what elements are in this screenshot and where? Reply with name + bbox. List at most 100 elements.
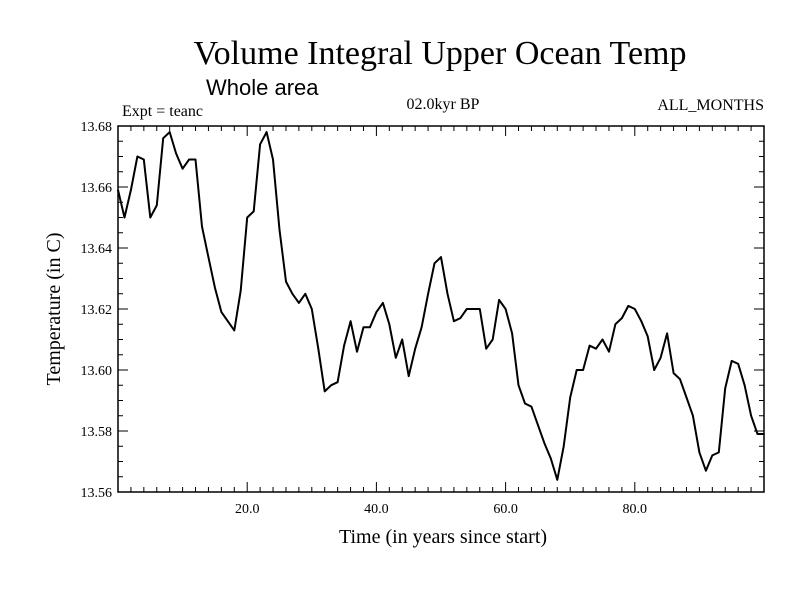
y-tick-label: 13.56: [81, 486, 113, 501]
data-point: [330, 384, 332, 387]
data-point: [278, 228, 281, 231]
data-point: [634, 308, 636, 310]
data-points: [117, 131, 765, 481]
data-point: [130, 189, 132, 191]
data-point: [453, 320, 455, 323]
data-point: [459, 317, 462, 319]
data-point: [220, 311, 223, 313]
y-tick-label: 13.58: [81, 425, 113, 440]
data-point: [362, 326, 365, 329]
data-point: [737, 363, 739, 365]
data-point: [285, 280, 287, 283]
data-point: [517, 384, 520, 387]
data-point: [239, 289, 242, 292]
data-point: [685, 396, 688, 399]
data-point: [750, 414, 752, 417]
data-point: [336, 381, 339, 384]
data-point: [388, 323, 391, 326]
data-point: [569, 396, 571, 399]
data-point: [692, 414, 694, 417]
data-point: [265, 131, 268, 133]
data-point: [666, 332, 668, 335]
data-point: [181, 167, 184, 170]
plot-frame: [117, 125, 765, 493]
y-tick-label: 13.60: [81, 364, 113, 379]
period-label: 02.0kyr BP: [407, 96, 480, 113]
chart-subtitle: Whole area: [206, 75, 319, 100]
y-axis: 13.56 13.58 13.60 13.62 13.64 13.66 13.68: [81, 120, 764, 501]
data-point: [588, 344, 591, 347]
data-point: [168, 131, 171, 133]
y-axis-label: Temperature (in C): [43, 233, 65, 386]
data-point: [608, 350, 610, 353]
data-point: [304, 292, 307, 295]
x-axis-label: Time (in years since start): [339, 526, 547, 548]
data-point: [530, 405, 533, 408]
data-point: [440, 256, 442, 258]
data-point: [698, 451, 701, 454]
data-point: [705, 469, 707, 472]
data-point: [582, 369, 584, 371]
x-tick-label: 20.0: [235, 502, 260, 517]
experiment-label: Expt = teanc: [122, 103, 203, 120]
data-point: [491, 338, 494, 341]
data-point: [317, 347, 320, 350]
data-point: [614, 323, 617, 326]
data-point: [407, 375, 410, 377]
data-point: [201, 225, 203, 228]
x-tick-label: 80.0: [623, 502, 648, 517]
months-label: ALL_MONTHS: [657, 97, 764, 114]
data-point: [472, 308, 475, 310]
data-point: [478, 308, 481, 310]
data-point: [382, 302, 384, 304]
data-point: [504, 308, 507, 310]
data-point: [356, 350, 358, 353]
data-point: [466, 308, 468, 310]
data-point: [562, 445, 565, 448]
data-point: [659, 357, 662, 359]
data-point: [627, 305, 630, 307]
data-point: [311, 308, 313, 310]
data-point: [743, 384, 746, 387]
data-point: [194, 158, 197, 161]
data-point: [233, 329, 236, 332]
data-point: [433, 262, 436, 265]
data-point: [214, 286, 216, 289]
data-point: [730, 360, 733, 362]
data-point: [485, 347, 488, 350]
data-point: [717, 451, 720, 454]
data-point: [369, 326, 371, 329]
data-point: [227, 320, 229, 323]
data-point: [711, 454, 714, 457]
data-point: [298, 302, 300, 304]
data-point: [175, 152, 177, 155]
data-point: [601, 338, 604, 341]
data-point: [349, 320, 352, 323]
axes: [117, 125, 765, 493]
data-point: [640, 320, 643, 323]
data-point: [498, 299, 500, 301]
data-point: [679, 378, 681, 380]
data-point: [123, 216, 126, 219]
data-point: [117, 189, 119, 191]
data-point: [259, 143, 261, 146]
y-tick-label: 13.68: [81, 120, 113, 135]
data-point: [446, 292, 449, 295]
data-point: [575, 369, 578, 371]
data-point: [556, 479, 559, 481]
data-point: [420, 326, 423, 329]
data-point: [246, 216, 248, 219]
x-tick-label: 60.0: [493, 502, 518, 517]
data-point: [143, 158, 145, 161]
data-point: [136, 155, 139, 158]
data-point: [511, 332, 513, 335]
data-point: [401, 338, 404, 341]
data-point: [149, 216, 152, 219]
data-point: [272, 158, 274, 161]
data-point: [646, 335, 649, 338]
data-point: [188, 158, 190, 161]
data-point: [595, 347, 597, 350]
y-tick-label: 13.62: [81, 303, 113, 318]
data-point: [763, 433, 765, 435]
data-point: [724, 387, 727, 390]
